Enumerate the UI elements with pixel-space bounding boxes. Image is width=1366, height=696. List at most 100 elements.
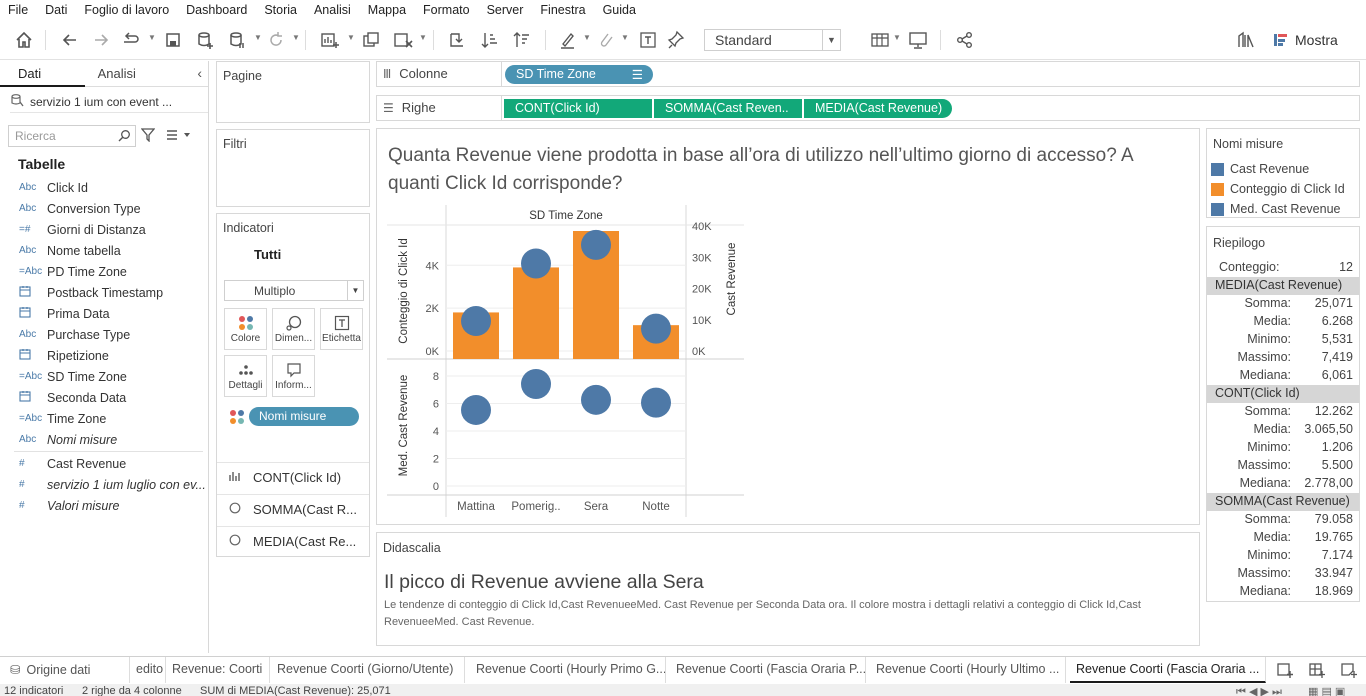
detail-button[interactable]: Dettagli <box>224 355 267 397</box>
new-dashboard-icon[interactable] <box>1308 661 1326 679</box>
navigation-icons[interactable]: ⏮ ◀ ▶ ⏭ <box>1236 686 1282 696</box>
circle-mark[interactable] <box>461 306 491 336</box>
pill-sd-time-zone[interactable]: SD Time Zone ☰ <box>505 65 653 84</box>
marks-tab-avg-cast-revenue[interactable]: MEDIA(Cast Re... <box>217 526 369 556</box>
field-nome-tabella[interactable]: Abc Nome tabella <box>0 240 209 261</box>
pill-avg-cast-revenue[interactable]: MEDIA(Cast Revenue) <box>804 99 952 118</box>
size-button[interactable]: Dimen... <box>272 308 315 350</box>
cards-icon[interactable] <box>866 28 894 52</box>
show-mark-labels-icon[interactable] <box>636 28 660 52</box>
label-button[interactable]: Etichetta <box>320 308 363 350</box>
fix-axes-icon[interactable] <box>665 28 689 52</box>
menu-item-dashboard[interactable]: Dashboard <box>186 3 248 17</box>
show-me-icon[interactable] <box>1234 28 1258 52</box>
field-purchase-type[interactable]: Abc Purchase Type <box>0 324 209 345</box>
menu-item-storia[interactable]: Storia <box>264 3 297 17</box>
view-mode-icons[interactable]: ▦ ▤ ▣ <box>1308 686 1346 696</box>
field-valori-misure[interactable]: # Valori misure <box>0 495 209 516</box>
mark-type-select[interactable]: Multiplo ▼ <box>224 280 364 301</box>
filter-icon[interactable] <box>140 128 156 145</box>
sheet-tab[interactable]: edito <box>130 657 166 683</box>
field-ripetizione[interactable]: Ripetizione <box>0 345 209 366</box>
circle-mark[interactable] <box>641 387 671 418</box>
menu-item-formato[interactable]: Formato <box>423 3 470 17</box>
field-cast-revenue[interactable]: # Cast Revenue <box>0 453 209 474</box>
menu-item-foglio-di-lavoro[interactable]: Foglio di lavoro <box>84 3 170 17</box>
tooltip-button[interactable]: Inform... <box>272 355 315 397</box>
duplicate-sheet-icon[interactable] <box>359 28 383 52</box>
marks-all-tab[interactable]: Tutti <box>254 247 282 262</box>
highlight-icon[interactable] <box>556 28 580 52</box>
field-sd-time-zone[interactable]: =Abc SD Time Zone <box>0 366 209 387</box>
sort-ascending-icon[interactable] <box>478 28 502 52</box>
presentation-mode-icon[interactable] <box>906 28 930 52</box>
menu-item-mappa[interactable]: Mappa <box>367 3 407 17</box>
new-worksheet-icon[interactable] <box>318 28 342 52</box>
redo-icon[interactable] <box>89 28 113 52</box>
menu-item-guida[interactable]: Guida <box>602 3 636 17</box>
marks-tab-count-click-id[interactable]: CONT(Click Id) <box>217 462 369 492</box>
circle-mark[interactable] <box>581 229 611 260</box>
legend-item[interactable]: Conteggio di Click Id <box>1211 180 1345 198</box>
field-prima-data[interactable]: Prima Data <box>0 303 209 324</box>
home-icon[interactable] <box>12 28 36 52</box>
list-view-icon[interactable] <box>166 128 192 145</box>
refresh-icon[interactable] <box>264 28 288 52</box>
filters-card[interactable]: Filtri <box>216 129 370 207</box>
menu-item-dati[interactable]: Dati <box>45 3 68 17</box>
pill-count-click-id[interactable]: CONT(Click Id) <box>504 99 652 118</box>
field-time-zone[interactable]: =Abc Time Zone <box>0 408 209 429</box>
field-pd-time-zone[interactable]: =Abc PD Time Zone <box>0 261 209 282</box>
sort-descending-icon[interactable] <box>510 28 534 52</box>
field-nomi-misure[interactable]: Abc Nomi misure <box>0 429 209 450</box>
circle-mark[interactable] <box>521 368 551 399</box>
field-conversion-type[interactable]: Abc Conversion Type <box>0 198 209 219</box>
chart[interactable]: SD Time Zone 0K 2K 4K 0K 10K 20K 30K 40K Conteggi… <box>377 129 1199 524</box>
marks-tab-sum-cast-revenue[interactable]: SOMMA(Cast R... <box>217 494 369 524</box>
pill-sum-cast-revenue[interactable]: SOMMA(Cast Reven.. <box>654 99 802 118</box>
replay-icon[interactable] <box>119 28 143 52</box>
new-worksheet-icon[interactable] <box>1276 661 1294 679</box>
clear-sheet-icon[interactable] <box>391 28 415 52</box>
menu-item-analisi[interactable]: Analisi <box>313 3 351 17</box>
new-datasource-icon[interactable] <box>193 28 217 52</box>
circle-mark[interactable] <box>641 313 671 344</box>
save-icon[interactable] <box>161 28 185 52</box>
sheet-tab[interactable]: Revenue Coorti (Fascia Oraria P... <box>670 657 866 683</box>
share-icon[interactable] <box>953 28 977 52</box>
menu-item-finestra[interactable]: Finestra <box>540 3 586 17</box>
fit-select[interactable]: Standard ▼ <box>704 29 841 51</box>
circle-mark[interactable] <box>461 394 491 425</box>
circle-mark[interactable] <box>521 248 551 279</box>
menu-item-server[interactable]: Server <box>486 3 524 17</box>
sheet-tab[interactable]: Revenue: Coorti <box>166 657 270 683</box>
undo-icon[interactable] <box>58 28 82 52</box>
columns-shelf[interactable]: Ⅲ Colonne SD Time Zone ☰ <box>376 61 1360 87</box>
circle-mark[interactable] <box>581 384 611 415</box>
pages-card[interactable]: Pagine <box>216 61 370 123</box>
rows-shelf[interactable]: ☰ Righe CONT(Click Id) SOMMA(Cast Reven..… <box>376 95 1360 121</box>
field-postback-timestamp[interactable]: Postback Timestamp <box>0 282 209 303</box>
datasource-item[interactable]: servizio 1 ium con event ... <box>10 91 208 113</box>
swap-rows-columns-icon[interactable] <box>445 28 469 52</box>
field-giorni-di-distanza[interactable]: =# Giorni di Distanza <box>0 219 209 240</box>
menu-item-file[interactable]: File <box>8 3 29 17</box>
collapse-pane-icon[interactable]: ‹ <box>197 65 202 81</box>
legend-item[interactable]: Med. Cast Revenue <box>1211 200 1340 218</box>
field-seconda-data[interactable]: Seconda Data <box>0 387 209 408</box>
search-input[interactable]: Ricerca <box>8 125 136 147</box>
group-members-icon[interactable] <box>593 28 617 52</box>
color-button[interactable]: Colore <box>224 308 267 350</box>
bar-mark[interactable] <box>513 267 559 359</box>
sheet-tab[interactable]: Revenue Coorti (Hourly Primo G... <box>470 657 666 683</box>
sheet-tab[interactable]: Revenue Coorti (Hourly Ultimo ... <box>870 657 1066 683</box>
tab-analysis[interactable]: Analisi <box>84 61 208 87</box>
pause-updates-icon[interactable] <box>225 28 249 52</box>
sheet-tab-active[interactable]: Revenue Coorti (Fascia Oraria ... <box>1070 657 1266 683</box>
tab-data[interactable]: Dati <box>0 61 85 87</box>
field-click-id[interactable]: Abc Click Id <box>0 177 209 198</box>
field-servizio-1-ium-luglio-con-ev[interactable]: # servizio 1 ium luglio con ev... <box>0 474 209 495</box>
new-story-icon[interactable] <box>1340 661 1358 679</box>
show-me-button[interactable]: Mostra <box>1274 29 1338 51</box>
measure-names-pill[interactable]: Nomi misure <box>249 407 359 426</box>
